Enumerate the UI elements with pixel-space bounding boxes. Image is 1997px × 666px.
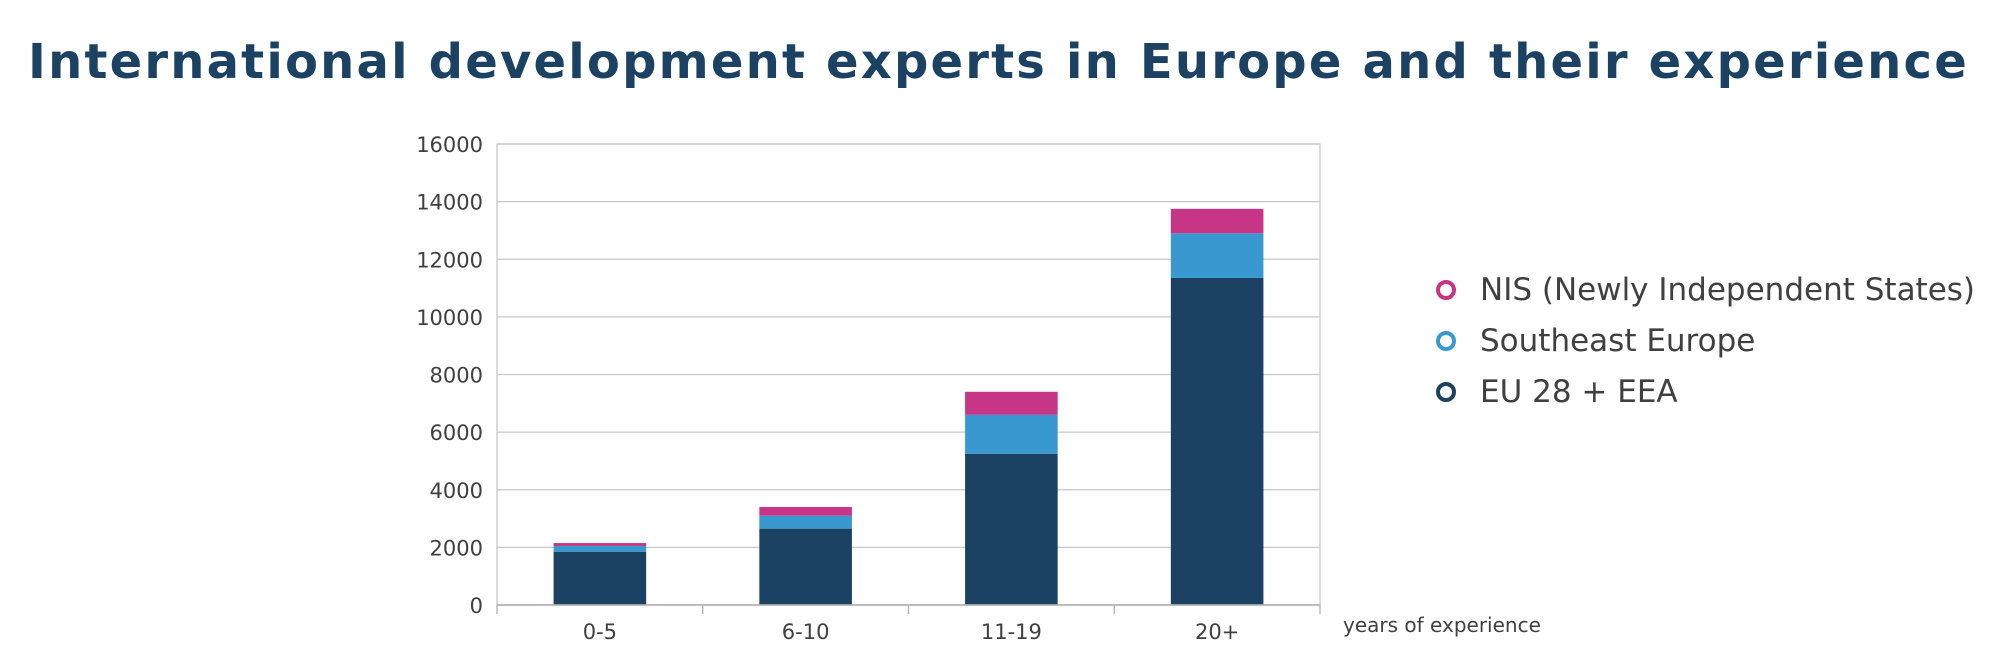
y-tick-label: 16000: [416, 133, 483, 157]
bar-segment-20+-0: [1170, 277, 1264, 605]
y-tick-label: 6000: [430, 421, 483, 445]
legend-item: NIS (Newly Independent States): [1436, 264, 1975, 315]
legend-marker-icon: [1436, 330, 1456, 351]
bar-segment-0-5-0: [553, 551, 647, 605]
x-axis-title: years of experience: [1343, 613, 1541, 637]
y-tick-label: 0: [470, 594, 483, 618]
x-tick-label: 11-19: [981, 620, 1042, 644]
axes: [496, 143, 1321, 614]
y-tick-labels: 0 2000 4000 6000 8000 10000 12000 14000 16000: [416, 133, 483, 618]
x-tick-label: 0-5: [583, 620, 617, 644]
x-tick-label: 20+: [1195, 620, 1239, 644]
bar-segment-11-19-0: [965, 453, 1058, 605]
y-tick-label: 12000: [416, 248, 483, 272]
bar-segment-11-19-2: [965, 391, 1058, 415]
legend-marker-icon: [1436, 279, 1456, 300]
legend-label: EU 28 + EEA: [1480, 373, 1678, 410]
y-tick-label: 2000: [430, 536, 483, 560]
bar-segment-0-5-2: [553, 543, 647, 546]
x-tick-labels: 0-5 6-10 11-19 20+: [583, 620, 1240, 644]
x-tick-label: 6-10: [782, 620, 830, 644]
bar-segment-20+-2: [1170, 208, 1264, 234]
y-tick-label: 14000: [416, 191, 483, 215]
bar-segment-6-10-1: [759, 515, 852, 529]
y-tick-label: 10000: [416, 306, 483, 330]
chart-title: International development experts in Eur…: [28, 34, 1969, 90]
legend-label: Southeast Europe: [1480, 322, 1756, 359]
legend-item: EU 28 + EEA: [1436, 366, 1975, 417]
bars: [553, 208, 1264, 605]
y-tick-label: 4000: [430, 479, 483, 503]
bar-segment-0-5-1: [553, 545, 647, 552]
legend-item: Southeast Europe: [1436, 315, 1975, 366]
bar-segment-6-10-2: [759, 507, 852, 516]
legend-label: NIS (Newly Independent States): [1480, 271, 1976, 308]
bar-segment-6-10-0: [759, 528, 852, 605]
bar-segment-11-19-1: [965, 414, 1058, 454]
legend: NIS (Newly Independent States) Southeast …: [1436, 264, 1975, 417]
bar-segment-20+-1: [1170, 233, 1264, 278]
y-tick-label: 8000: [430, 364, 483, 388]
legend-marker-icon: [1436, 381, 1456, 402]
